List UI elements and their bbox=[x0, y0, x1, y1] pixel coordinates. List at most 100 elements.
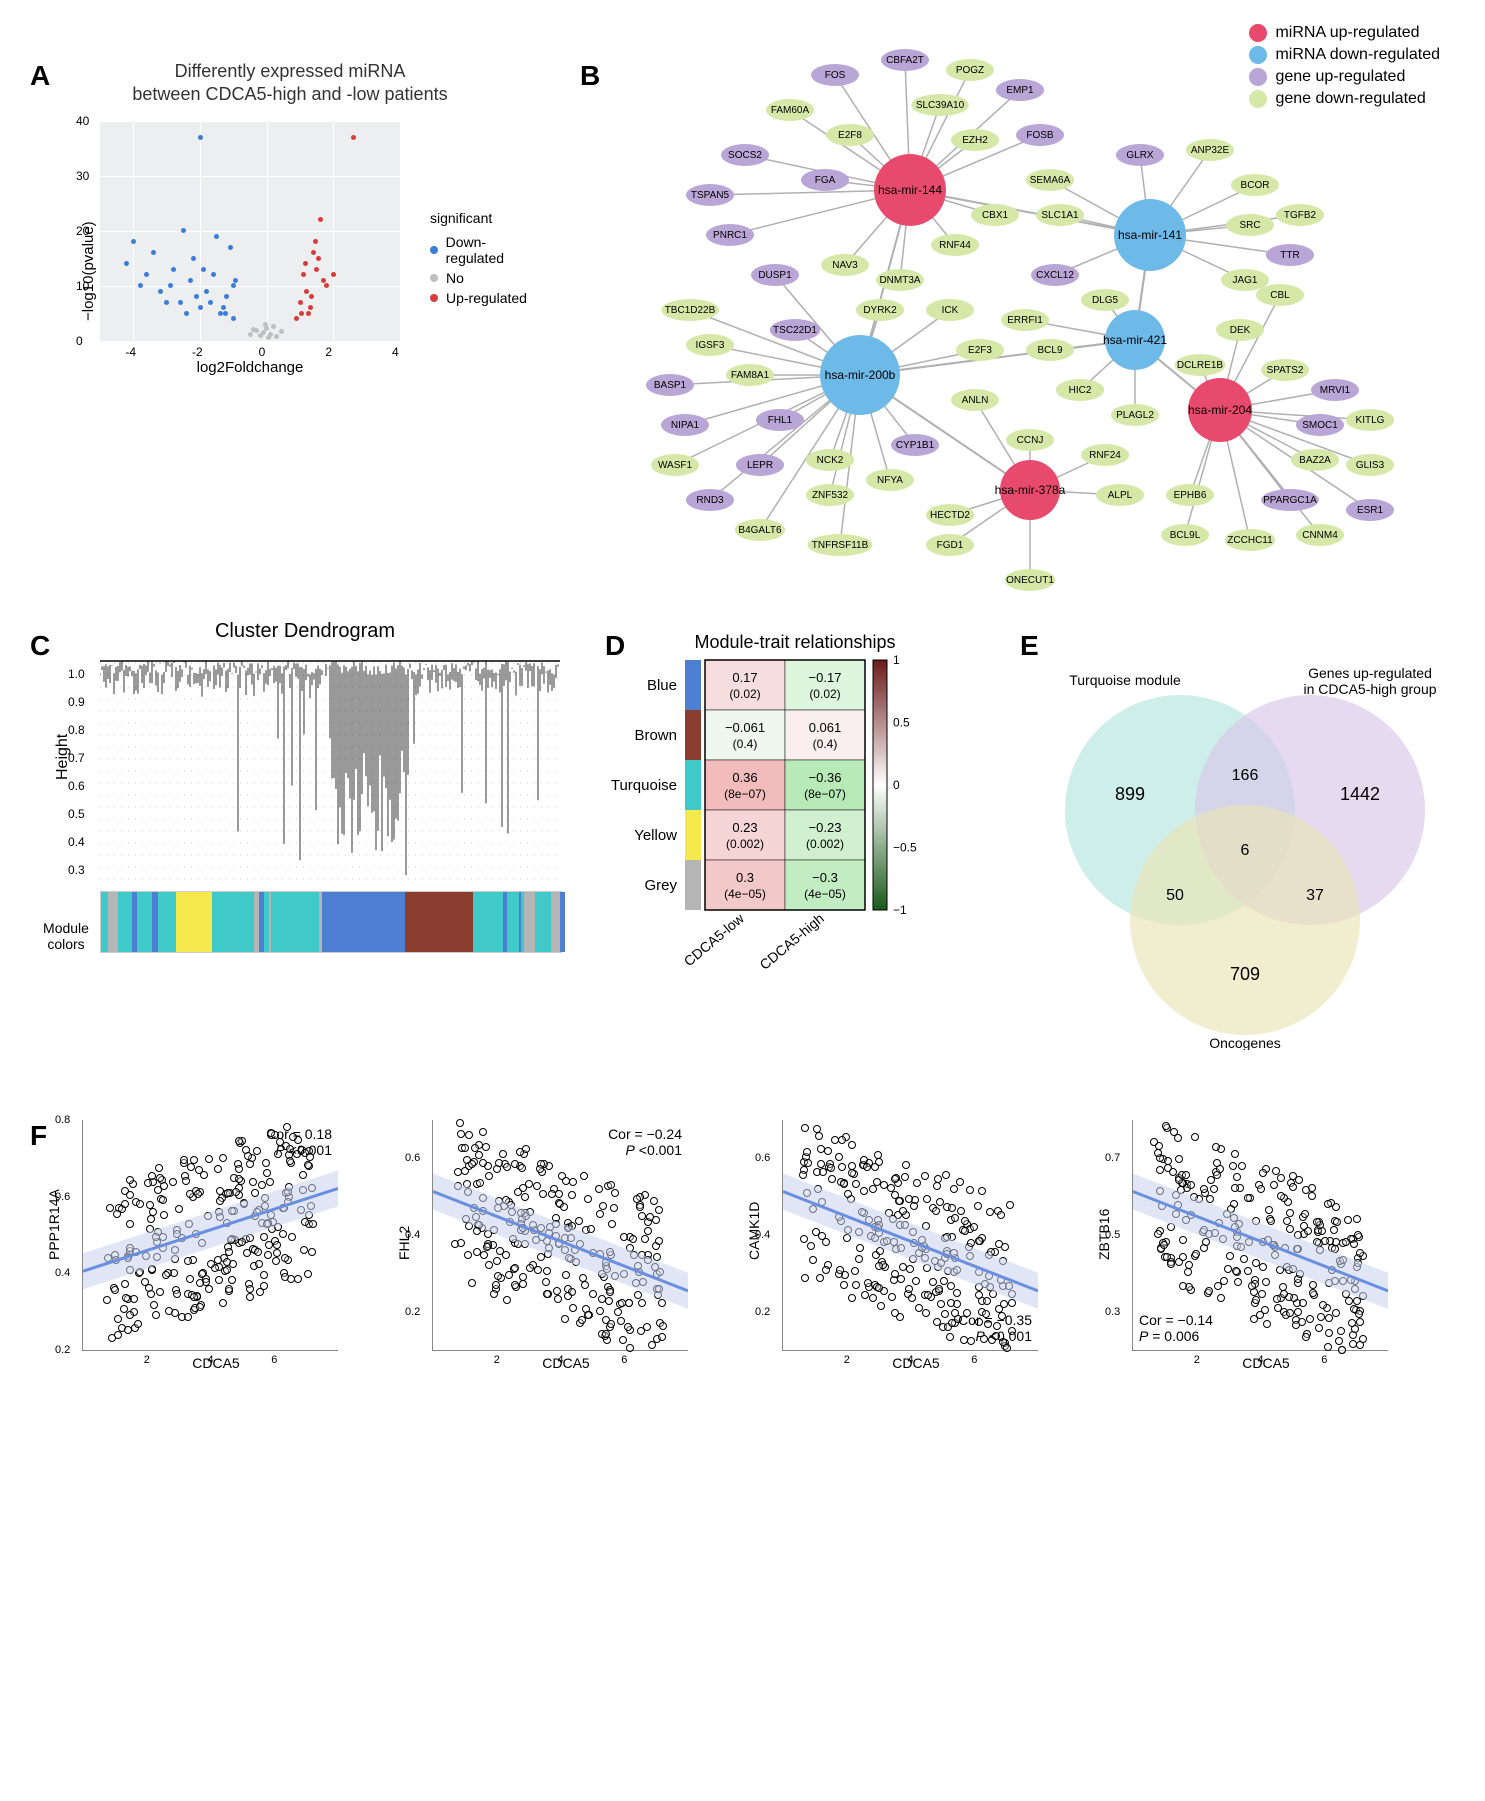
scatter-plot-area: 2460.20.40.6Cor = −0.35P <0.001 bbox=[782, 1120, 1038, 1351]
svg-text:−1: −1 bbox=[893, 903, 907, 917]
svg-text:−0.061: −0.061 bbox=[725, 720, 765, 735]
svg-text:(0.002): (0.002) bbox=[806, 837, 844, 851]
svg-text:BCL9L: BCL9L bbox=[1170, 530, 1201, 541]
dendrogram-area: 0.30.40.50.60.70.80.91.0 bbox=[100, 653, 560, 883]
svg-text:SLC39A10: SLC39A10 bbox=[916, 100, 965, 111]
svg-text:RNF24: RNF24 bbox=[1089, 450, 1121, 461]
svg-text:FOS: FOS bbox=[825, 70, 846, 81]
legend-dot-up bbox=[430, 294, 438, 302]
legend-label: Up-regulated bbox=[446, 290, 527, 306]
scatter-xlabel: CDCA5 bbox=[82, 1355, 350, 1371]
svg-text:(0.02): (0.02) bbox=[809, 687, 840, 701]
svg-text:BCOR: BCOR bbox=[1241, 180, 1270, 191]
svg-text:Turquoise: Turquoise bbox=[611, 777, 677, 794]
panel-f-scatters: PPP1R14A2460.20.40.60.8Cor = 0.18P <0.00… bbox=[40, 1120, 1440, 1430]
svg-text:CDCA5-low: CDCA5-low bbox=[681, 909, 748, 969]
svg-text:GLIS3: GLIS3 bbox=[1356, 460, 1385, 471]
svg-text:KITLG: KITLG bbox=[1356, 415, 1385, 426]
dendrogram-svg bbox=[100, 653, 560, 883]
panel-a-xlabel: log2Foldchange bbox=[100, 359, 400, 376]
svg-text:37: 37 bbox=[1306, 887, 1324, 904]
svg-text:TTR: TTR bbox=[1280, 250, 1299, 261]
module-color-bar bbox=[100, 891, 562, 953]
panel-c-title: Cluster Dendrogram bbox=[40, 620, 570, 643]
svg-text:EZH2: EZH2 bbox=[962, 135, 988, 146]
scatter-PPP1R14A: PPP1R14A2460.20.40.60.8Cor = 0.18P <0.00… bbox=[40, 1120, 350, 1400]
legend-label: gene up-regulated bbox=[1275, 68, 1405, 86]
svg-text:PPARGC1A: PPARGC1A bbox=[1263, 495, 1317, 506]
panel-a-volcano: Differently expressed miRNA between CDCA… bbox=[40, 60, 540, 420]
svg-text:SLC1A1: SLC1A1 bbox=[1041, 210, 1079, 221]
svg-text:ALPL: ALPL bbox=[1108, 490, 1133, 501]
scatter-annotation: Cor = −0.14P = 0.006 bbox=[1139, 1312, 1213, 1344]
svg-text:CXCL12: CXCL12 bbox=[1036, 270, 1074, 281]
svg-text:FAM60A: FAM60A bbox=[771, 105, 810, 116]
panel-d-heatmap: Module-trait relationshipsBlue0.17(0.02)… bbox=[595, 630, 1015, 1050]
panel-e-venn: Turquoise moduleGenes up-regulatedin CDC… bbox=[1010, 630, 1470, 1050]
svg-text:(0.4): (0.4) bbox=[813, 737, 838, 751]
svg-text:NAV3: NAV3 bbox=[832, 260, 858, 271]
svg-text:ONECUT1: ONECUT1 bbox=[1006, 575, 1054, 586]
module-colors-label: Modulecolors bbox=[34, 920, 98, 952]
svg-text:DEK: DEK bbox=[1230, 325, 1251, 336]
svg-text:hsa-mir-144: hsa-mir-144 bbox=[878, 183, 942, 197]
panel-a-title: Differently expressed miRNA between CDCA… bbox=[40, 60, 540, 107]
scatter-FHL2: FHL22460.20.40.6Cor = −0.24P <0.001CDCA5 bbox=[390, 1120, 700, 1400]
svg-text:−0.23: −0.23 bbox=[809, 820, 842, 835]
svg-text:SEMA6A: SEMA6A bbox=[1030, 175, 1071, 186]
svg-text:RND3: RND3 bbox=[696, 495, 724, 506]
svg-text:HECTD2: HECTD2 bbox=[930, 510, 970, 521]
svg-text:TSC22D1: TSC22D1 bbox=[773, 325, 817, 336]
legend-label: Down-regulated bbox=[446, 234, 540, 266]
panel-b-legend: miRNA up-regulated miRNA down-regulated … bbox=[1249, 20, 1440, 112]
svg-text:DCLRE1B: DCLRE1B bbox=[1177, 360, 1223, 371]
svg-text:Grey: Grey bbox=[644, 877, 677, 894]
scatter-ZBTB16: ZBTB162460.30.50.7Cor = −0.14P = 0.006CD… bbox=[1090, 1120, 1400, 1400]
venn-svg: Turquoise moduleGenes up-regulatedin CDC… bbox=[1010, 630, 1470, 1050]
svg-text:ERRFI1: ERRFI1 bbox=[1007, 315, 1043, 326]
svg-text:ESR1: ESR1 bbox=[1357, 505, 1384, 516]
svg-text:SOCS2: SOCS2 bbox=[728, 150, 762, 161]
svg-text:NIPA1: NIPA1 bbox=[671, 420, 700, 431]
svg-text:ANP32E: ANP32E bbox=[1191, 145, 1230, 156]
svg-text:−0.36: −0.36 bbox=[809, 770, 842, 785]
svg-text:FHL1: FHL1 bbox=[768, 415, 793, 426]
svg-text:EPHB6: EPHB6 bbox=[1174, 490, 1207, 501]
svg-text:ICK: ICK bbox=[942, 305, 959, 316]
svg-text:709: 709 bbox=[1230, 964, 1260, 984]
svg-text:WASF1: WASF1 bbox=[658, 460, 693, 471]
svg-text:Yellow: Yellow bbox=[634, 827, 677, 844]
svg-text:(0.4): (0.4) bbox=[733, 737, 758, 751]
svg-text:0: 0 bbox=[893, 778, 900, 792]
svg-text:DNMT3A: DNMT3A bbox=[879, 275, 920, 286]
svg-text:Brown: Brown bbox=[634, 727, 677, 744]
svg-text:(0.002): (0.002) bbox=[726, 837, 764, 851]
svg-text:6: 6 bbox=[1241, 842, 1250, 859]
legend-swatch-mirna-up bbox=[1249, 24, 1267, 42]
heatmap-svg: Module-trait relationshipsBlue0.17(0.02)… bbox=[595, 630, 1015, 1050]
svg-text:DLG5: DLG5 bbox=[1092, 295, 1119, 306]
svg-text:Module-trait relationships: Module-trait relationships bbox=[694, 632, 895, 652]
svg-text:(0.02): (0.02) bbox=[729, 687, 760, 701]
legend-dot-ns bbox=[430, 274, 438, 282]
scatter-annotation: Cor = −0.35P <0.001 bbox=[958, 1312, 1032, 1344]
svg-text:(8e−07): (8e−07) bbox=[724, 787, 766, 801]
svg-text:in CDCA5-high group: in CDCA5-high group bbox=[1303, 681, 1436, 697]
svg-text:LEPR: LEPR bbox=[747, 460, 773, 471]
svg-text:0.36: 0.36 bbox=[732, 770, 757, 785]
scatter-plot-area: 2460.20.40.60.8Cor = 0.18P <0.001 bbox=[82, 1120, 338, 1351]
svg-text:TSPAN5: TSPAN5 bbox=[691, 190, 730, 201]
svg-text:0.5: 0.5 bbox=[893, 716, 910, 730]
svg-text:IGSF3: IGSF3 bbox=[696, 340, 725, 351]
svg-text:CBFA2T: CBFA2T bbox=[886, 55, 924, 66]
svg-text:(4e−05): (4e−05) bbox=[804, 887, 846, 901]
svg-text:0.3: 0.3 bbox=[736, 870, 754, 885]
svg-text:DYRK2: DYRK2 bbox=[863, 305, 897, 316]
legend-dot-down bbox=[430, 246, 438, 254]
svg-text:TNFRSF11B: TNFRSF11B bbox=[812, 540, 869, 551]
svg-text:FAM8A1: FAM8A1 bbox=[731, 370, 770, 381]
figure-root: A B C D E F Differently expressed miRNA … bbox=[20, 20, 1465, 1781]
svg-text:BCL9: BCL9 bbox=[1037, 345, 1062, 356]
svg-text:BASP1: BASP1 bbox=[654, 380, 687, 391]
svg-text:PNRC1: PNRC1 bbox=[713, 230, 747, 241]
